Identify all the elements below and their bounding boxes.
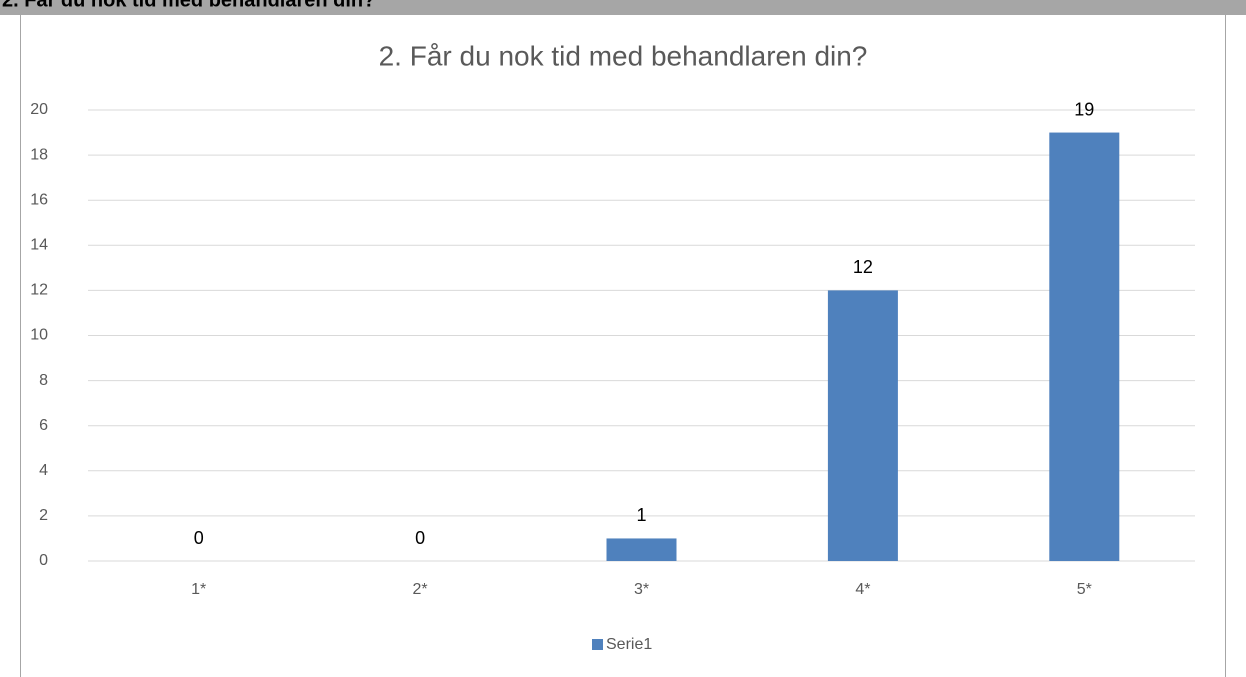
x-tick-label: 2*: [413, 581, 428, 598]
x-tick-label: 4*: [855, 581, 870, 598]
y-tick-label: 14: [30, 237, 48, 254]
x-tick-label: 1*: [191, 581, 206, 598]
bar: [1049, 132, 1120, 562]
y-tick-label: 0: [39, 552, 48, 569]
header-title: 2. Får du nok tid med behandlaren din?: [2, 0, 375, 11]
data-label: 19: [1074, 99, 1094, 119]
legend-swatch: [592, 639, 603, 650]
y-tick-label: 18: [30, 146, 48, 163]
x-tick-label: 5*: [1077, 581, 1092, 598]
y-tick-label: 16: [30, 191, 48, 208]
bar: [606, 538, 677, 561]
bar: [827, 290, 898, 561]
data-label: 12: [853, 257, 873, 277]
y-tick-label: 4: [39, 462, 48, 479]
y-tick-label: 2: [39, 507, 48, 524]
data-label: 1: [636, 505, 646, 525]
y-tick-label: 20: [30, 101, 48, 118]
y-tick-label: 10: [30, 327, 48, 344]
y-tick-label: 12: [30, 282, 48, 299]
legend-label: Serie1: [606, 636, 652, 653]
x-tick-label: 3*: [634, 581, 649, 598]
y-tick-label: 8: [39, 372, 48, 389]
data-label: 0: [415, 528, 425, 548]
data-label: 0: [194, 528, 204, 548]
header-bar: [0, 0, 1246, 15]
chart-title: 2. Får du nok tid med behandlaren din?: [379, 40, 868, 71]
y-tick-label: 6: [39, 417, 48, 434]
